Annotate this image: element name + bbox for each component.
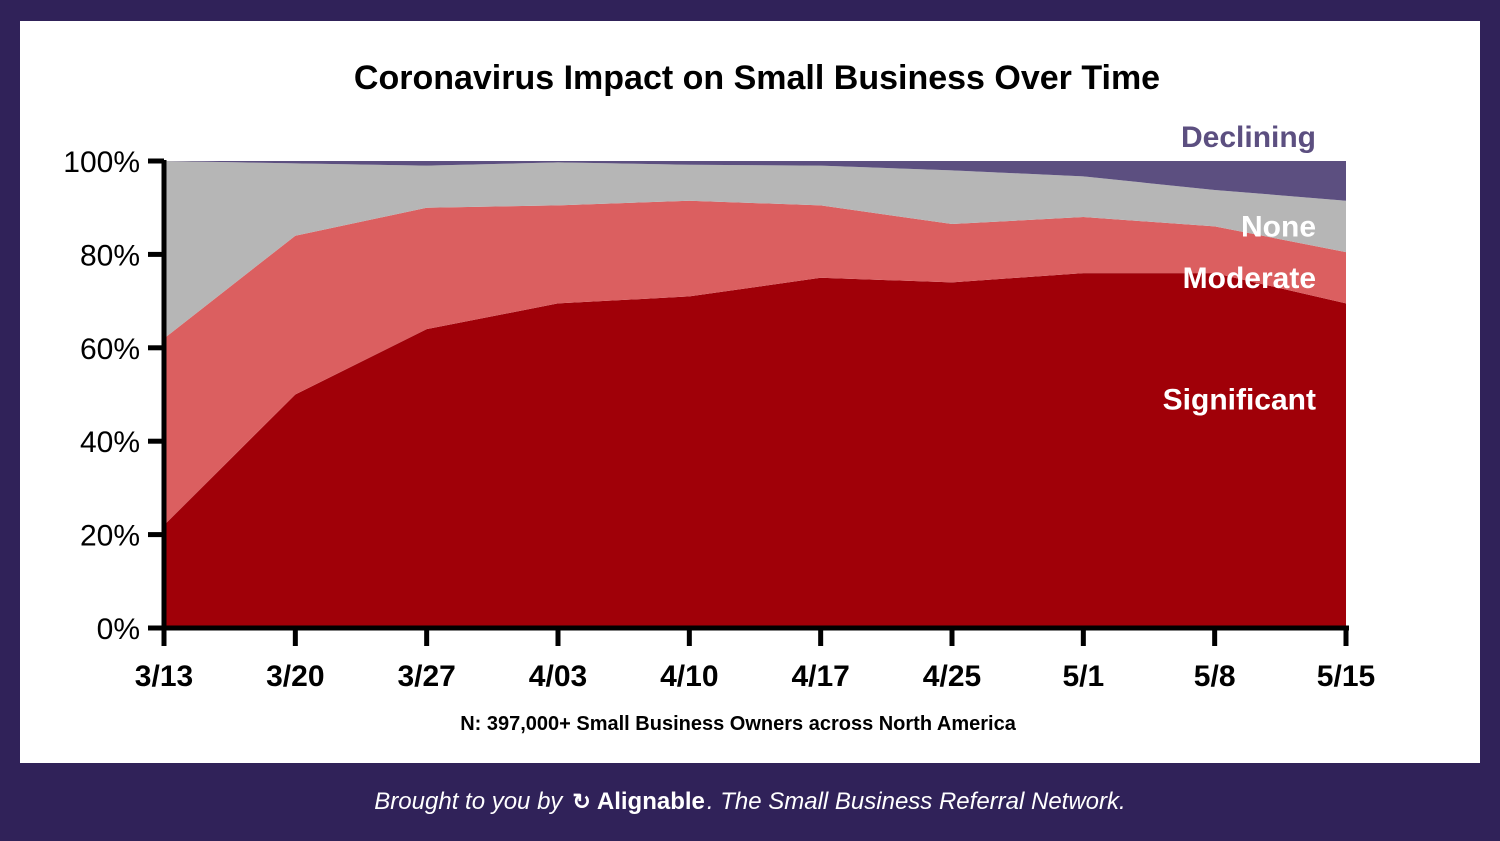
area-significant [164,273,1346,628]
brand-logo: ↻ Alignable [572,788,704,816]
area-declining [164,161,1346,201]
alignable-logo-icon: ↻ [572,789,591,814]
series-label-significant: Significant [1163,384,1316,417]
y-tick-label: 60% [80,333,140,366]
x-tick-label: 4/17 [791,660,849,693]
footer: Brought to you by ↻ Alignable . The Smal… [0,763,1500,841]
brand-name: Alignable [596,788,705,815]
x-tick-label: 4/10 [660,660,718,693]
x-tick-label: 4/03 [529,660,587,693]
y-tick-label: 100% [63,146,140,179]
series-label-moderate: Moderate [1183,262,1316,295]
footer-prefix: Brought to you by [374,788,563,815]
x-tick-label: 5/8 [1194,660,1236,693]
x-tick-label: 5/1 [1062,660,1104,693]
sample-note: N: 397,000+ Small Business Owners across… [460,713,1017,735]
x-tick-label: 3/27 [397,660,455,693]
y-tick-label: 0% [97,613,140,646]
area-none [164,161,1346,339]
area-chart: Coronavirus Impact on Small Business Ove… [63,59,1375,735]
x-tick-label: 3/20 [266,660,324,693]
chart-panel: Coronavirus Impact on Small Business Ove… [20,21,1480,763]
y-tick-label: 40% [80,426,140,459]
x-tick-label: 4/25 [923,660,981,693]
y-tick-label: 80% [80,239,140,272]
series-label-declining: Declining [1181,121,1316,154]
series-areas [164,161,1346,628]
footer-suffix: . The Small Business Referral Network. [706,788,1126,815]
area-moderate [164,200,1346,526]
x-tick-label: 3/13 [135,660,193,693]
series-label-none: None [1241,210,1316,243]
chart-title: Coronavirus Impact on Small Business Ove… [354,59,1160,97]
x-tick-label: 5/15 [1317,660,1375,693]
y-tick-label: 20% [80,520,140,553]
